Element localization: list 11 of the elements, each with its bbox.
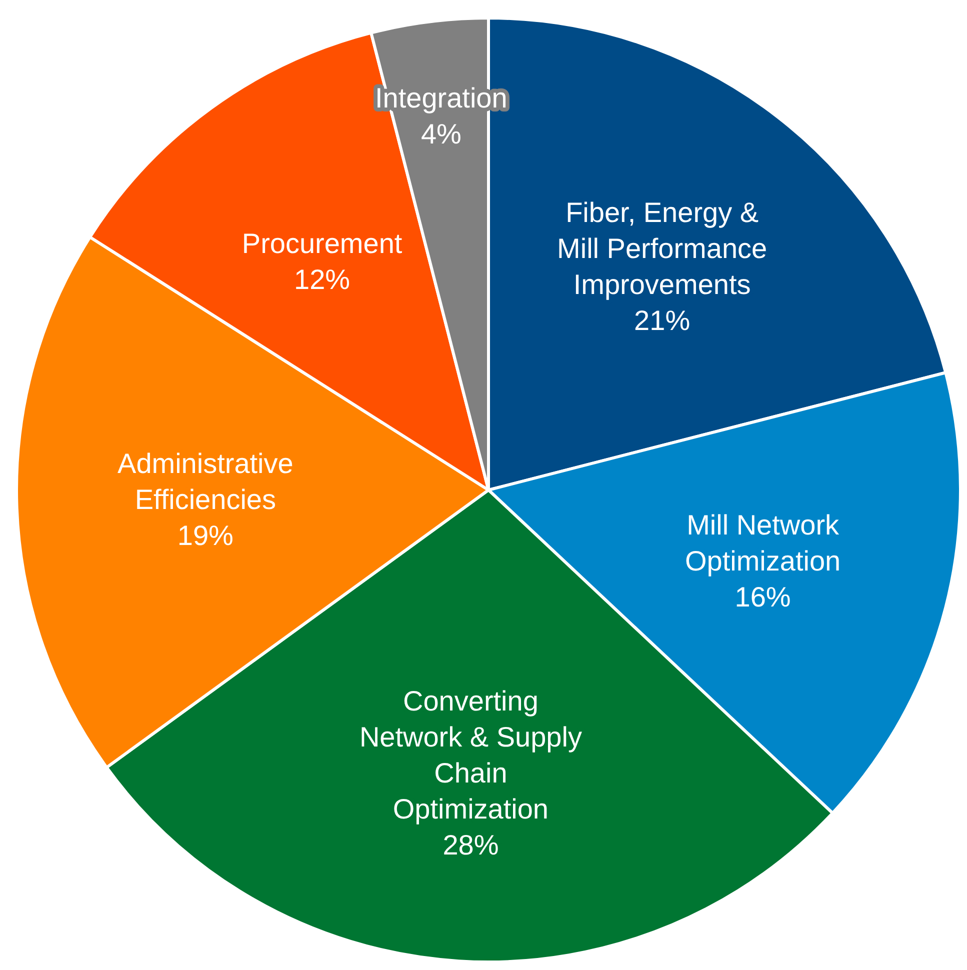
data-label: 12% xyxy=(294,263,350,294)
slice-label: Procurement xyxy=(242,227,402,258)
data-label: 16% xyxy=(734,580,791,612)
slice-label: Administrative Efficiencies xyxy=(118,447,294,514)
data-label: 4% xyxy=(420,118,462,149)
data-label: 19% xyxy=(177,519,234,550)
data-label: 21% xyxy=(634,304,690,336)
data-label: 28% xyxy=(442,829,499,860)
slice-label: Converting Network & Supply Chain Optimization xyxy=(359,685,582,824)
slice-label: Mill Network Optimization xyxy=(684,508,841,576)
slice-label: Fiber, Energy & Mill Performance Improvements xyxy=(557,196,768,300)
